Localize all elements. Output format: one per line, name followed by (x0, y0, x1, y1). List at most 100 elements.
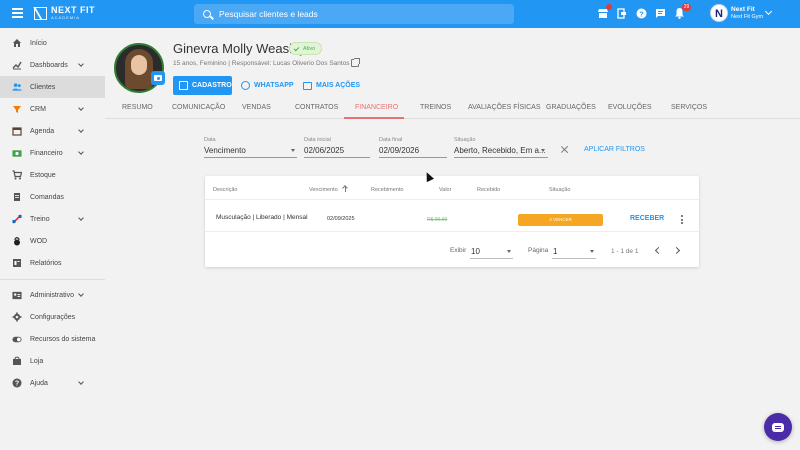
sort-arrow-up-icon[interactable] (342, 185, 348, 192)
more-actions-icon (303, 81, 312, 90)
tab-contratos[interactable]: CONTRATOS (295, 104, 339, 111)
top-icons: ? 29 (596, 3, 691, 20)
dumbbell-icon (12, 214, 22, 224)
logout-icon[interactable] (615, 6, 629, 20)
sidebar-item-recursos[interactable]: Recursos do sistema (0, 328, 105, 350)
sidebar-item-label: Financeiro (30, 149, 63, 157)
sidebar-item-treino[interactable]: Treino (0, 208, 105, 230)
start-date-label: Data inicial (304, 137, 331, 143)
date-filter-select[interactable]: Vencimento (204, 146, 246, 155)
sidebar-item-clientes[interactable]: Clientes (0, 76, 105, 98)
header-separator (205, 199, 699, 200)
tab-financeiro[interactable]: FINANCEIRO (355, 104, 399, 111)
sidebar-item-agenda[interactable]: Agenda (0, 120, 105, 142)
search-placeholder: Pesquisar clientes e leads (219, 9, 318, 19)
active-tab-indicator (344, 117, 404, 119)
logo[interactable]: NEXT FIT ACADEMIA (34, 6, 95, 20)
tab-avaliacoes[interactable]: AVALIAÇÕES FÍSICAS (468, 104, 541, 111)
camera-icon (154, 75, 162, 81)
tab-comunicacao[interactable]: COMUNICAÇÃO (172, 104, 226, 111)
cart-icon (12, 170, 22, 180)
page-select[interactable]: 1 (553, 247, 558, 256)
sidebar-item-relatorios[interactable]: Relatórios (0, 252, 105, 274)
gear-icon (12, 312, 22, 322)
column-header-vencimento[interactable]: Vencimento (309, 187, 338, 193)
kettlebell-icon (12, 236, 22, 246)
search-icon (203, 10, 211, 18)
page-size-select[interactable]: 10 (471, 247, 480, 256)
sidebar-item-configuracoes[interactable]: Configurações (0, 306, 105, 328)
calendar-icon (12, 126, 22, 136)
sidebar: Início Dashboards Clientes CRM Agenda Fi… (0, 28, 105, 450)
user-name[interactable]: Next Fit (731, 6, 755, 13)
sidebar-item-estoque[interactable]: Estoque (0, 164, 105, 186)
check-icon (293, 45, 300, 52)
start-date-input[interactable]: 02/06/2025 (304, 146, 345, 155)
store-icon[interactable] (596, 4, 612, 20)
column-header-descricao: Descrição (213, 187, 238, 193)
clear-filters-icon[interactable] (560, 145, 569, 154)
tab-resumo[interactable]: RESUMO (122, 104, 153, 111)
sidebar-item-comandas[interactable]: Comandas (0, 186, 105, 208)
tab-servicos[interactable]: SERVIÇOS (671, 104, 708, 111)
help-icon: ? (12, 378, 22, 388)
people-icon (12, 82, 22, 92)
help-icon[interactable]: ? (634, 6, 648, 20)
chevron-down-icon (78, 379, 84, 385)
money-icon (12, 148, 22, 158)
tab-evolucoes[interactable]: EVOLUÇÕES (608, 104, 652, 111)
support-chat-button[interactable] (764, 413, 792, 441)
bell-icon[interactable]: 29 (672, 3, 691, 20)
sidebar-item-inicio[interactable]: Início (0, 32, 105, 54)
store-badge (606, 4, 612, 10)
more-actions-button[interactable]: MAIS AÇÕES (303, 76, 360, 95)
user-gym[interactable]: Next Fit Gym (731, 14, 764, 20)
avatar[interactable]: N (710, 4, 728, 22)
sidebar-item-crm[interactable]: CRM (0, 98, 105, 120)
chat-icon[interactable] (653, 6, 667, 20)
page-select-underline (552, 258, 596, 259)
search-input[interactable]: Pesquisar clientes e leads (194, 4, 514, 24)
tab-graduacoes[interactable]: GRADUAÇÕES (546, 104, 596, 111)
sidebar-item-label: Comandas (30, 193, 64, 201)
sidebar-item-administrativo[interactable]: Administrativo (0, 284, 105, 306)
logo-mark-icon (34, 6, 47, 20)
svg-text:?: ? (639, 9, 644, 18)
external-link-icon[interactable] (351, 58, 360, 67)
sidebar-item-label: WOD (30, 237, 48, 245)
chat-bubble-icon (772, 422, 784, 432)
sidebar-item-wod[interactable]: WOD (0, 230, 105, 252)
row-due-date: 02/09/2025 (327, 216, 355, 222)
chevron-down-icon (78, 149, 84, 155)
sidebar-item-financeiro[interactable]: Financeiro (0, 142, 105, 164)
svg-text:?: ? (15, 381, 19, 388)
more-options-icon[interactable] (681, 215, 684, 225)
row-description: Musculação | Liberado | Mensal (216, 214, 308, 221)
chevron-down-icon (78, 291, 84, 297)
whatsapp-button[interactable]: WHATSAPP (241, 76, 294, 95)
cadastro-button[interactable]: CADASTRO (173, 76, 232, 95)
logo-subtext: ACADEMIA (51, 15, 80, 20)
sidebar-item-label: Clientes (30, 83, 56, 91)
situation-filter-select[interactable]: Aberto, Recebido, Em a... (454, 146, 546, 155)
home-icon (12, 38, 22, 48)
toggle-icon (12, 334, 22, 344)
menu-icon[interactable] (12, 8, 23, 18)
chevron-down-icon (78, 105, 84, 111)
sidebar-item-dashboards[interactable]: Dashboards (0, 54, 105, 76)
date-filter-underline (204, 157, 297, 158)
bag-icon (12, 356, 22, 366)
camera-button[interactable] (151, 71, 165, 85)
sidebar-item-loja[interactable]: Loja (0, 350, 105, 372)
tab-vendas[interactable]: VENDAS (242, 104, 271, 111)
chevron-down-icon[interactable] (764, 7, 773, 16)
sidebar-item-label: Configurações (30, 313, 76, 321)
caret-down-icon (541, 149, 545, 152)
apply-filters-button[interactable]: APLICAR FILTROS (584, 146, 645, 153)
page-size-underline (470, 258, 513, 259)
sidebar-item-label: Recursos do sistema (30, 335, 96, 343)
sidebar-item-ajuda[interactable]: ? Ajuda (0, 372, 105, 394)
receive-button[interactable]: RECEBER (630, 215, 665, 222)
tab-treinos[interactable]: TREINOS (420, 104, 452, 111)
end-date-input[interactable]: 02/09/2026 (379, 146, 420, 155)
